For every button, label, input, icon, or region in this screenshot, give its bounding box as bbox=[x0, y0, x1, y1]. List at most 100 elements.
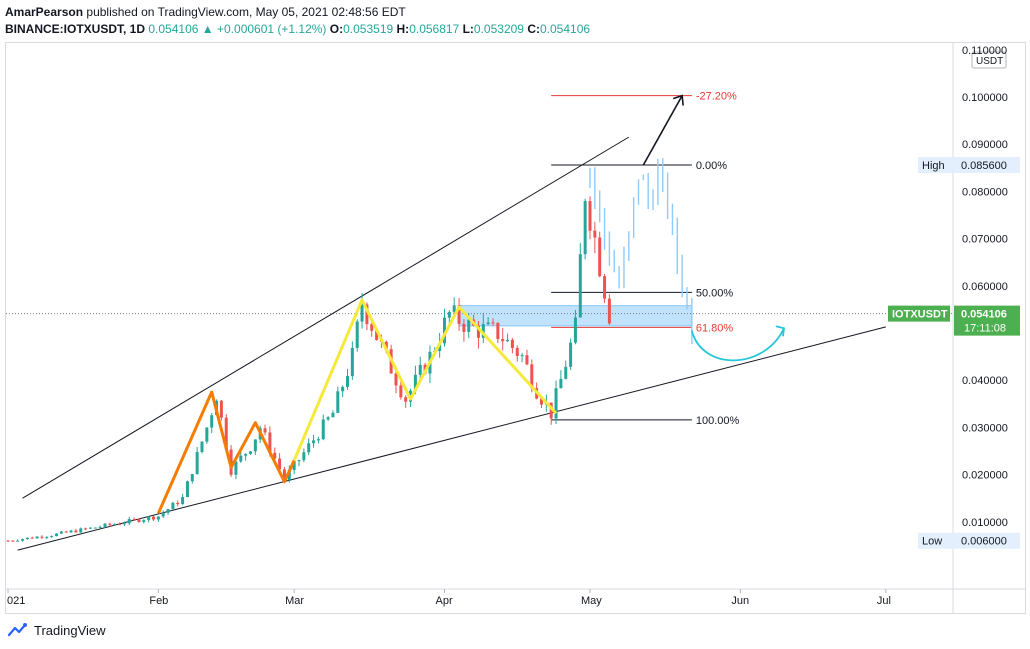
candle-body bbox=[118, 524, 122, 526]
candle-body bbox=[16, 540, 20, 542]
candle-body bbox=[462, 323, 466, 332]
candle-body bbox=[278, 458, 282, 470]
candle-body bbox=[443, 317, 446, 344]
candle-body bbox=[452, 305, 456, 312]
candle-body bbox=[171, 502, 175, 510]
candle-body bbox=[79, 528, 83, 533]
tradingview-logo[interactable]: TradingView bbox=[6, 622, 106, 638]
x-tick-label: Jul bbox=[877, 595, 891, 607]
candle-body bbox=[331, 412, 335, 418]
candle-body bbox=[181, 497, 185, 505]
last-price: 0.054106 bbox=[148, 22, 199, 36]
candle-body bbox=[21, 539, 25, 541]
candle-body bbox=[98, 526, 102, 528]
candle-body bbox=[64, 531, 68, 533]
candle-body bbox=[394, 373, 398, 386]
candle-body bbox=[593, 230, 597, 238]
x-tick-label: Apr bbox=[436, 595, 453, 607]
candle-body bbox=[195, 451, 199, 475]
candle-body bbox=[25, 537, 29, 540]
low-marker-box bbox=[918, 532, 1020, 549]
candle-body bbox=[438, 343, 442, 351]
candle-body bbox=[510, 339, 514, 348]
symbol-label[interactable]: BINANCE:IOTXUSDT, 1D bbox=[5, 22, 146, 36]
candle-body bbox=[312, 440, 316, 444]
candle-body bbox=[176, 502, 180, 505]
candle-body bbox=[282, 469, 286, 481]
candle-body bbox=[559, 378, 563, 389]
candle-body bbox=[224, 417, 228, 450]
candle-body bbox=[355, 321, 359, 348]
y-tick-label: 0.040000 bbox=[962, 375, 1008, 387]
candle-body bbox=[88, 527, 92, 529]
last-price-tag-value: 0.054106 bbox=[961, 309, 1007, 321]
candle-body bbox=[384, 341, 388, 350]
candle-body bbox=[341, 386, 345, 392]
candle-body bbox=[569, 342, 573, 367]
candle-body bbox=[476, 325, 480, 338]
candle-body bbox=[132, 519, 136, 521]
fib-level-label: 100.00% bbox=[696, 415, 740, 427]
candle-body bbox=[273, 452, 277, 459]
candle-body bbox=[321, 419, 325, 440]
high-marker-box bbox=[918, 156, 1020, 173]
candle-body bbox=[113, 524, 117, 526]
candle-body bbox=[74, 530, 78, 533]
candle-body bbox=[501, 339, 505, 342]
candle-body bbox=[45, 536, 49, 538]
upper-trendline bbox=[22, 136, 630, 499]
candle-body bbox=[457, 305, 461, 324]
candle-body bbox=[152, 516, 155, 520]
candle-body bbox=[370, 324, 374, 331]
target-arrow-icon bbox=[672, 94, 684, 106]
y-tick-label: 0.080000 bbox=[962, 186, 1008, 198]
candle-body bbox=[399, 385, 403, 398]
candle-body bbox=[326, 417, 330, 420]
candle-body bbox=[30, 537, 34, 539]
author-name[interactable]: AmarPearson bbox=[5, 5, 84, 19]
symbol-tag-box bbox=[888, 305, 950, 322]
candle-body bbox=[6, 540, 10, 542]
candle-body bbox=[268, 432, 272, 453]
chart-pane[interactable]: USDT 0.110000 0.100000 0.090000 0.080000 0.07… bbox=[5, 42, 1026, 614]
candle-body bbox=[365, 304, 369, 325]
candle-body bbox=[147, 516, 151, 521]
x-tick-label: 021 bbox=[7, 595, 25, 607]
candle-body bbox=[137, 519, 141, 522]
candle-body bbox=[287, 469, 291, 481]
candle-body bbox=[549, 402, 553, 419]
candle-body bbox=[234, 461, 238, 475]
target-arrow-line bbox=[642, 95, 683, 166]
candle-body bbox=[375, 330, 379, 340]
candle-body bbox=[40, 536, 44, 538]
y-tick-label: 0.100000 bbox=[962, 92, 1008, 104]
candle-body bbox=[50, 536, 54, 538]
candle-body bbox=[564, 366, 568, 379]
symbol-tag-label: IOTXUSDT bbox=[892, 309, 948, 321]
low-label: L: bbox=[462, 22, 474, 36]
candle-body bbox=[607, 298, 611, 324]
candle-body bbox=[127, 519, 131, 524]
candle-body bbox=[413, 374, 417, 391]
last-price-tag-box bbox=[954, 305, 1020, 336]
candle-body bbox=[496, 322, 500, 340]
candle-body bbox=[161, 512, 165, 517]
currency-box bbox=[971, 51, 1007, 69]
x-tick-label: Feb bbox=[149, 595, 168, 607]
candle-body bbox=[404, 397, 408, 402]
candle-body bbox=[122, 523, 126, 525]
low-marker-label: Low bbox=[922, 536, 942, 548]
x-tick-label: Mar bbox=[285, 595, 304, 607]
candle-body bbox=[506, 339, 510, 342]
candle-body bbox=[578, 254, 582, 318]
candle-body bbox=[346, 376, 349, 387]
candle-body bbox=[302, 452, 306, 461]
open-label: O: bbox=[329, 22, 344, 36]
candle-body bbox=[253, 439, 257, 452]
y-tick-label: 0.020000 bbox=[962, 470, 1008, 482]
candle-body bbox=[316, 439, 320, 441]
legend-line: BINANCE:IOTXUSDT, 1D 0.054106 ▲ +0.00060… bbox=[5, 22, 590, 36]
candle-body bbox=[200, 441, 204, 452]
candle-body bbox=[530, 364, 534, 389]
